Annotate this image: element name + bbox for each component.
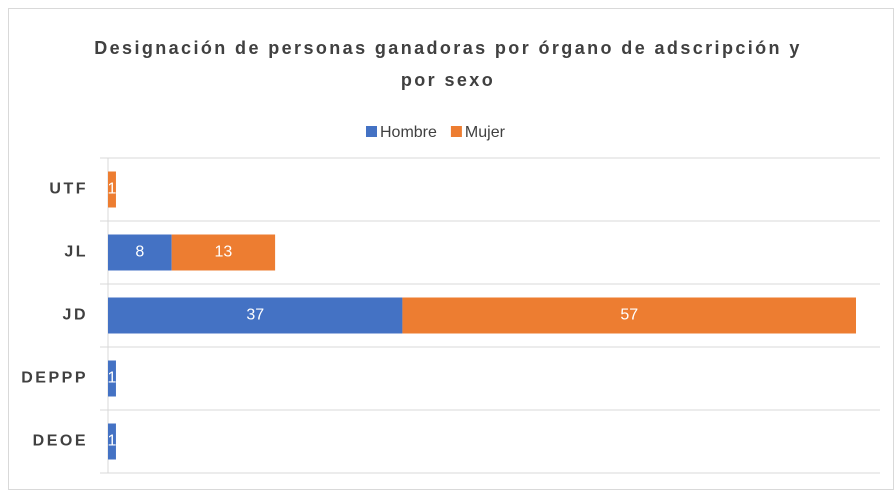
bar-segment: [108, 297, 403, 334]
chart-title: Designación de personas ganadoras por ór…: [94, 38, 802, 90]
legend-swatch: [366, 126, 377, 137]
chart-frame: [8, 8, 894, 490]
data-label: 1: [108, 370, 117, 387]
bar-segment: [108, 360, 116, 397]
data-label: 1: [108, 433, 117, 450]
bar-segment: [108, 171, 116, 208]
data-label: 37: [246, 307, 264, 324]
bar-segment: [108, 423, 116, 460]
legend-swatch: [450, 126, 462, 137]
legend-label: Mujer: [465, 124, 506, 141]
data-label: 8: [135, 244, 144, 261]
y-tick-label: UTF: [49, 181, 88, 198]
y-tick-label: DEOE: [33, 433, 88, 450]
data-label: 13: [214, 244, 232, 261]
bar-segment: [171, 234, 276, 271]
data-label: 57: [620, 307, 638, 324]
bar-segment: [108, 234, 172, 271]
legend-label: Hombre: [380, 124, 437, 141]
y-tick-label: JL: [64, 244, 88, 261]
y-tick-label: JD: [63, 307, 88, 324]
y-tick-label: DEPPP: [21, 370, 88, 387]
data-label: 1: [108, 181, 117, 198]
bar-segment: [402, 297, 856, 334]
